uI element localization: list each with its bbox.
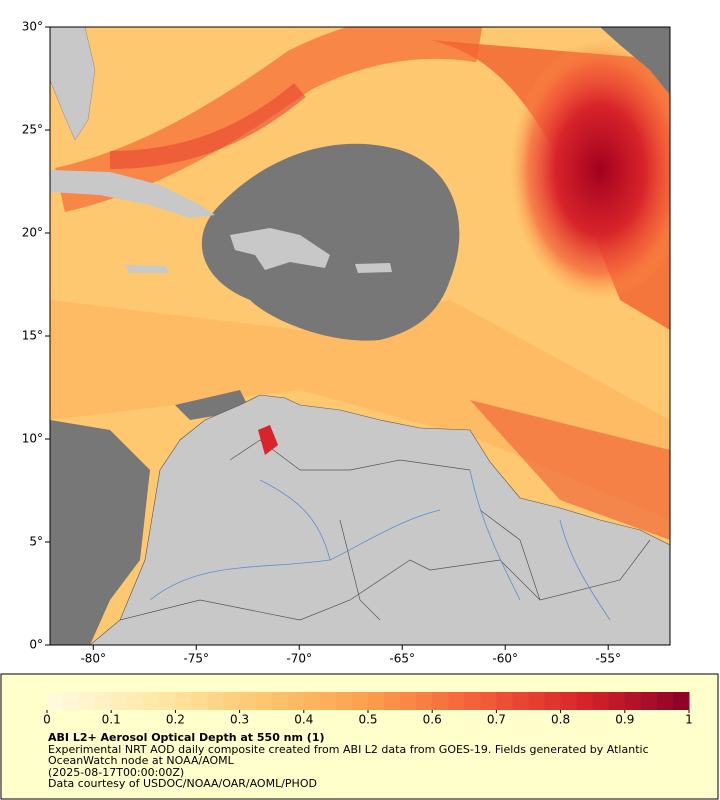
cloud-mask — [50, 420, 150, 645]
rivers — [149, 469, 611, 621]
colorbar-segment — [127, 692, 144, 710]
x-tick-label: -60° — [492, 652, 518, 666]
colorbar-tick-label: 0.3 — [230, 713, 249, 727]
land — [355, 263, 392, 273]
colorbar-segment — [335, 692, 353, 710]
colorbar-segment — [448, 692, 465, 710]
colorbar-tick-label: 0.7 — [487, 713, 506, 727]
land — [50, 170, 215, 218]
dust-plume — [470, 400, 670, 540]
colorbar-segment — [528, 692, 546, 710]
colorbar-segment — [143, 692, 160, 710]
caption-credit: Data courtesy of USDOC/NOAA/OAR/AOML/PHO… — [48, 777, 317, 790]
colorbar-segment — [159, 692, 176, 710]
colorbar-tick-label: 0.1 — [102, 713, 121, 727]
colorbar-segment — [384, 692, 401, 710]
y-tick-label: 30° — [22, 20, 43, 34]
colorbar-tick-label: 0.8 — [551, 713, 570, 727]
colorbar-segment — [480, 692, 497, 710]
colorbar-tick-label: 0.9 — [615, 713, 634, 727]
colorbar-segment — [255, 692, 273, 710]
x-tick-label: -65° — [389, 652, 415, 666]
colorbar-segment — [560, 692, 578, 710]
cloud-mask — [201, 143, 460, 341]
colorbar-segment — [191, 692, 208, 710]
colorbar-segment — [544, 692, 562, 710]
colorbar-segment — [271, 692, 289, 710]
colorbar-segment — [608, 692, 626, 710]
dust-plume — [510, 40, 670, 300]
colorbar-segment — [400, 692, 417, 710]
x-tick-label: -80° — [80, 652, 106, 666]
borders — [119, 439, 651, 621]
caption-title: ABI L2+ Aerosol Optical Depth at 550 nm … — [48, 731, 325, 744]
land — [230, 228, 330, 270]
colorbar-tick-label: 0.6 — [423, 713, 442, 727]
cloud-mask — [600, 27, 670, 95]
colorbar-segment — [207, 692, 225, 710]
dust-plume — [109, 83, 306, 169]
colorbar-segment — [111, 692, 128, 710]
colorbar-segment — [351, 692, 369, 710]
land — [125, 265, 170, 273]
colorbar-segment — [303, 692, 321, 710]
colorbar-segment — [576, 692, 594, 710]
colorbar-segment — [175, 692, 192, 710]
colorbar-segment — [223, 692, 241, 710]
map-area — [50, 27, 670, 645]
colorbar-segment — [496, 692, 513, 710]
y-tick-label: 20° — [22, 226, 43, 240]
colorbar-segment — [464, 692, 481, 710]
lake — [258, 425, 278, 455]
colorbar-tick-label: 0 — [43, 713, 51, 727]
colorbar-segment — [592, 692, 610, 710]
colorbar-tick-label: 1 — [685, 713, 693, 727]
colorbar-segment — [47, 692, 64, 710]
y-tick-label: 10° — [22, 432, 43, 446]
x-tick-label: -70° — [286, 652, 312, 666]
y-tick-label: 5° — [29, 535, 43, 549]
colorbar-tick-label: 0.5 — [358, 713, 377, 727]
colorbar-segment — [624, 692, 642, 710]
colorbar-segment — [287, 692, 305, 710]
colorbar-segment — [319, 692, 337, 710]
caption-description: Experimental NRT AOD daily composite cre… — [48, 742, 649, 767]
y-tick-label: 25° — [22, 123, 43, 137]
colorbar-segment — [79, 692, 96, 710]
colorbar-tick-label: 0.2 — [166, 713, 185, 727]
colorbar-segment — [63, 692, 80, 710]
caption: ABI L2+ Aerosol Optical Depth at 550 nm … — [48, 732, 688, 790]
colorbar-segment — [656, 692, 674, 710]
colorbar-segment — [432, 692, 449, 710]
colorbar-segment — [416, 692, 433, 710]
colorbar-segment — [512, 692, 529, 710]
x-tick-label: -75° — [183, 652, 209, 666]
caption-date: (2025-08-17T00:00:00Z) — [48, 765, 185, 779]
aod-field — [50, 300, 670, 520]
land — [89, 394, 670, 645]
colorbar-segment — [239, 692, 257, 710]
y-tick-label: 0° — [29, 638, 43, 652]
colorbar-segment — [368, 692, 385, 710]
colorbar-segment — [640, 692, 658, 710]
colorbar-segment — [672, 692, 690, 710]
colorbar-tick-label: 0.4 — [294, 713, 313, 727]
y-tick-label: 15° — [22, 329, 43, 343]
colorbar-segment — [95, 692, 112, 710]
land — [50, 27, 96, 141]
x-tick-label: -55° — [595, 652, 621, 666]
